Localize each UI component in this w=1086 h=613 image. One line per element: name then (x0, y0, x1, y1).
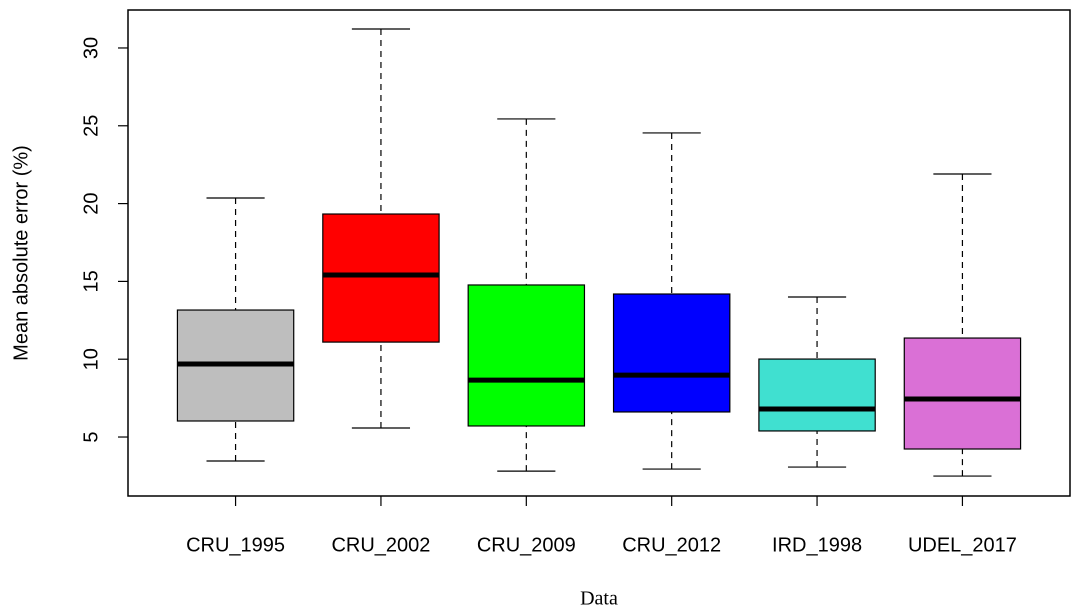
y-tick-label: 20 (80, 192, 102, 214)
y-tick-label: 10 (80, 348, 102, 370)
box (758, 358, 876, 432)
x-tick-label: IRD_1998 (772, 534, 862, 556)
y-tick-label: 15 (80, 270, 102, 292)
y-tick-label: 5 (80, 431, 102, 442)
x-axis-title: Data (580, 588, 618, 610)
box (612, 293, 731, 413)
x-tick-label: CRU_2012 (622, 534, 721, 556)
y-tick-label: 30 (80, 37, 102, 59)
box (903, 337, 1022, 450)
y-tick-label: 25 (80, 115, 102, 137)
box (467, 284, 586, 427)
x-tick-label: CRU_1995 (186, 534, 285, 556)
x-tick-label: CRU_2002 (331, 534, 430, 556)
x-tick-label: UDEL_2017 (908, 534, 1017, 556)
plot-frame (127, 9, 1071, 497)
y-axis-title: Mean absolute error (%) (10, 145, 32, 361)
box (322, 213, 440, 343)
x-tick-label: CRU_2009 (477, 534, 576, 556)
